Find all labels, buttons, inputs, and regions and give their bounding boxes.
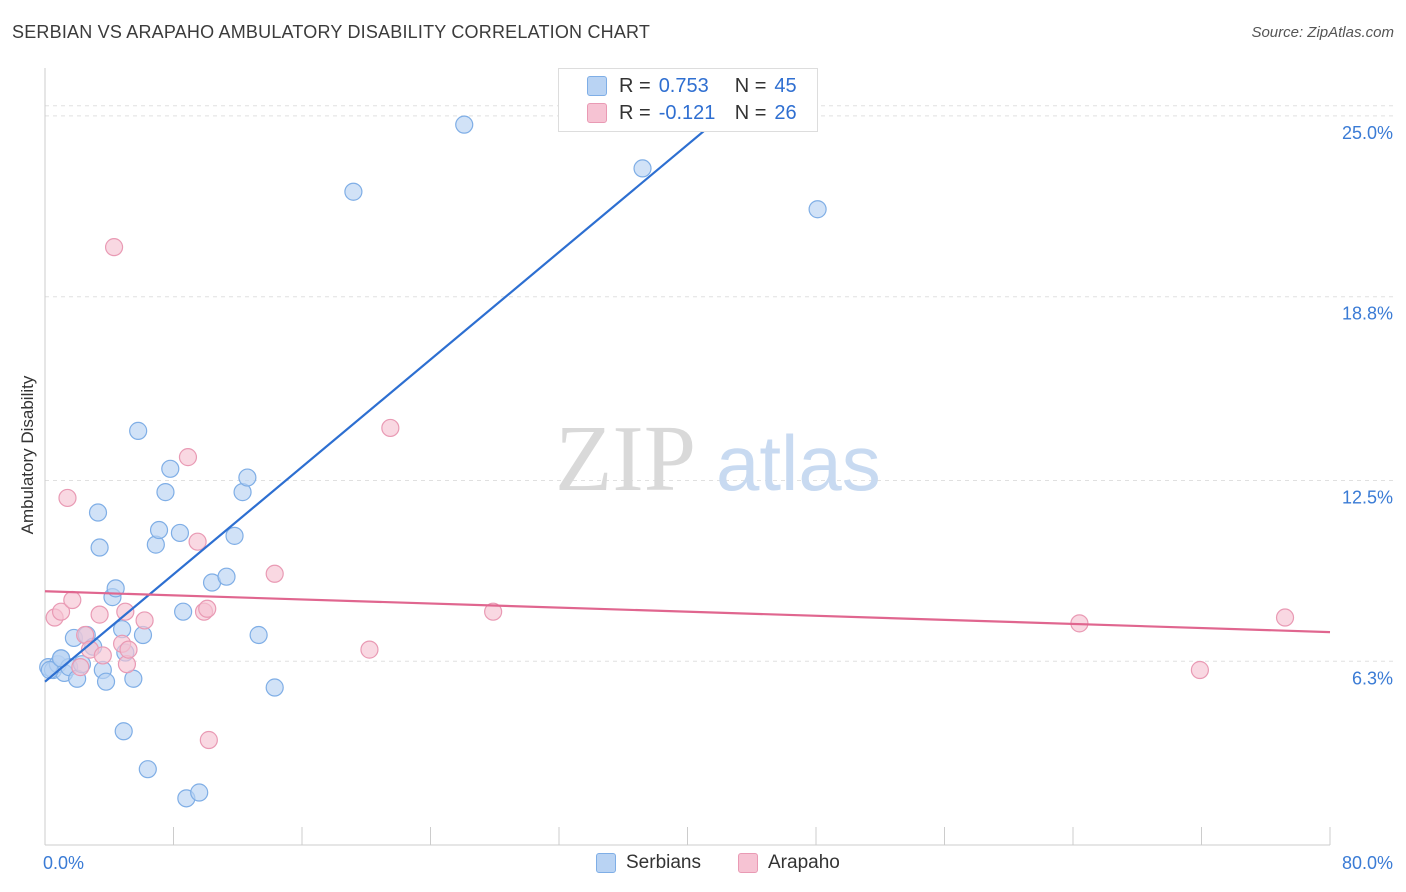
legend-row-arapaho: R = -0.121 N = 26 bbox=[587, 101, 797, 125]
arapaho-point bbox=[71, 658, 90, 677]
y-tick-label: 12.5% bbox=[1342, 487, 1393, 507]
arapaho-point bbox=[360, 640, 379, 659]
legend-item-arapaho[interactable]: Arapaho bbox=[738, 852, 840, 874]
serbians-point bbox=[455, 115, 474, 134]
legend-n-value: 26 bbox=[774, 101, 797, 124]
arapaho-swatch bbox=[738, 853, 758, 873]
serbians-trend-line bbox=[44, 106, 734, 683]
serbians-swatch bbox=[587, 76, 607, 96]
x-tick-label: 0.0% bbox=[43, 853, 84, 873]
arapaho-point bbox=[135, 611, 154, 630]
serbians-point bbox=[114, 722, 133, 741]
axes bbox=[44, 68, 1331, 846]
arapaho-trend-line bbox=[44, 590, 1331, 634]
data-points bbox=[39, 115, 1295, 808]
arapaho-point bbox=[381, 418, 400, 438]
legend-item-serbians[interactable]: Serbians bbox=[596, 852, 701, 874]
legend-r-label: R = bbox=[619, 101, 651, 124]
serbians-point bbox=[138, 760, 157, 779]
series-legend: Serbians Arapaho bbox=[0, 852, 1406, 878]
serbians-point bbox=[265, 678, 284, 697]
legend-r-value: -0.121 bbox=[658, 101, 716, 124]
trend-lines bbox=[44, 106, 1331, 683]
legend-label-arapaho: Arapaho bbox=[768, 852, 840, 873]
y-tick-label: 25.0% bbox=[1342, 123, 1393, 143]
serbians-point bbox=[225, 526, 244, 545]
legend-r-value: 0.753 bbox=[658, 74, 709, 97]
serbians-point bbox=[170, 523, 190, 543]
serbians-swatch bbox=[596, 853, 616, 873]
serbians-point bbox=[156, 483, 175, 502]
arapaho-point bbox=[104, 238, 124, 257]
legend-n-value: 45 bbox=[774, 74, 797, 97]
serbians-point bbox=[249, 625, 268, 645]
arapaho-point bbox=[484, 602, 503, 621]
arapaho-point bbox=[1275, 608, 1295, 627]
x-tick-label: 80.0% bbox=[1342, 853, 1393, 873]
arapaho-point bbox=[198, 599, 217, 618]
arapaho-point bbox=[51, 602, 71, 621]
arapaho-point bbox=[1190, 660, 1209, 680]
legend-label-serbians: Serbians bbox=[626, 852, 701, 873]
serbians-point bbox=[129, 421, 148, 440]
arapaho-point bbox=[63, 590, 82, 610]
arapaho-point bbox=[188, 532, 207, 551]
serbians-point bbox=[217, 567, 236, 586]
arapaho-point bbox=[199, 730, 218, 750]
legend-n-label: N = bbox=[734, 101, 767, 124]
legend-row-serbians: R = 0.753 N = 45 bbox=[587, 74, 797, 98]
y-tick-label: 6.3% bbox=[1352, 668, 1393, 688]
serbians-point bbox=[90, 538, 109, 557]
serbians-point bbox=[174, 602, 193, 621]
arapaho-point bbox=[58, 488, 77, 508]
serbians-point bbox=[238, 468, 257, 487]
watermark-zip: ZIP bbox=[555, 407, 696, 511]
serbians-point bbox=[161, 459, 180, 478]
arapaho-point bbox=[265, 564, 284, 583]
arapaho-point bbox=[178, 448, 198, 467]
y-tick-label: 18.8% bbox=[1342, 304, 1393, 324]
source-label: Source: ZipAtlas.com bbox=[1251, 24, 1394, 41]
legend-r-label: R = bbox=[619, 74, 651, 97]
serbians-point bbox=[190, 783, 209, 802]
arapaho-point bbox=[119, 640, 138, 659]
legend-n-label: N = bbox=[734, 74, 767, 97]
tick-labels: 6.3% 12.5% 18.8% 25.0% 0.0% 80.0% bbox=[43, 123, 1393, 873]
serbians-point bbox=[96, 672, 116, 691]
chart-title: SERBIAN VS ARAPAHO AMBULATORY DISABILITY… bbox=[12, 22, 651, 42]
watermark-atlas: atlas bbox=[716, 419, 881, 507]
serbians-point bbox=[344, 182, 363, 201]
grid-lines bbox=[45, 105, 1395, 662]
arapaho-point bbox=[116, 602, 135, 621]
correlation-legend: R = 0.753 N = 45 R = -0.121 N = 26 bbox=[558, 68, 818, 132]
serbians-point bbox=[808, 200, 827, 219]
watermark: ZIP atlas bbox=[555, 407, 881, 511]
serbians-point bbox=[88, 503, 108, 522]
serbians-point bbox=[633, 159, 652, 178]
arapaho-swatch bbox=[587, 103, 607, 123]
arapaho-point bbox=[93, 646, 112, 665]
serbians-point bbox=[149, 520, 169, 540]
arapaho-point bbox=[90, 605, 109, 624]
